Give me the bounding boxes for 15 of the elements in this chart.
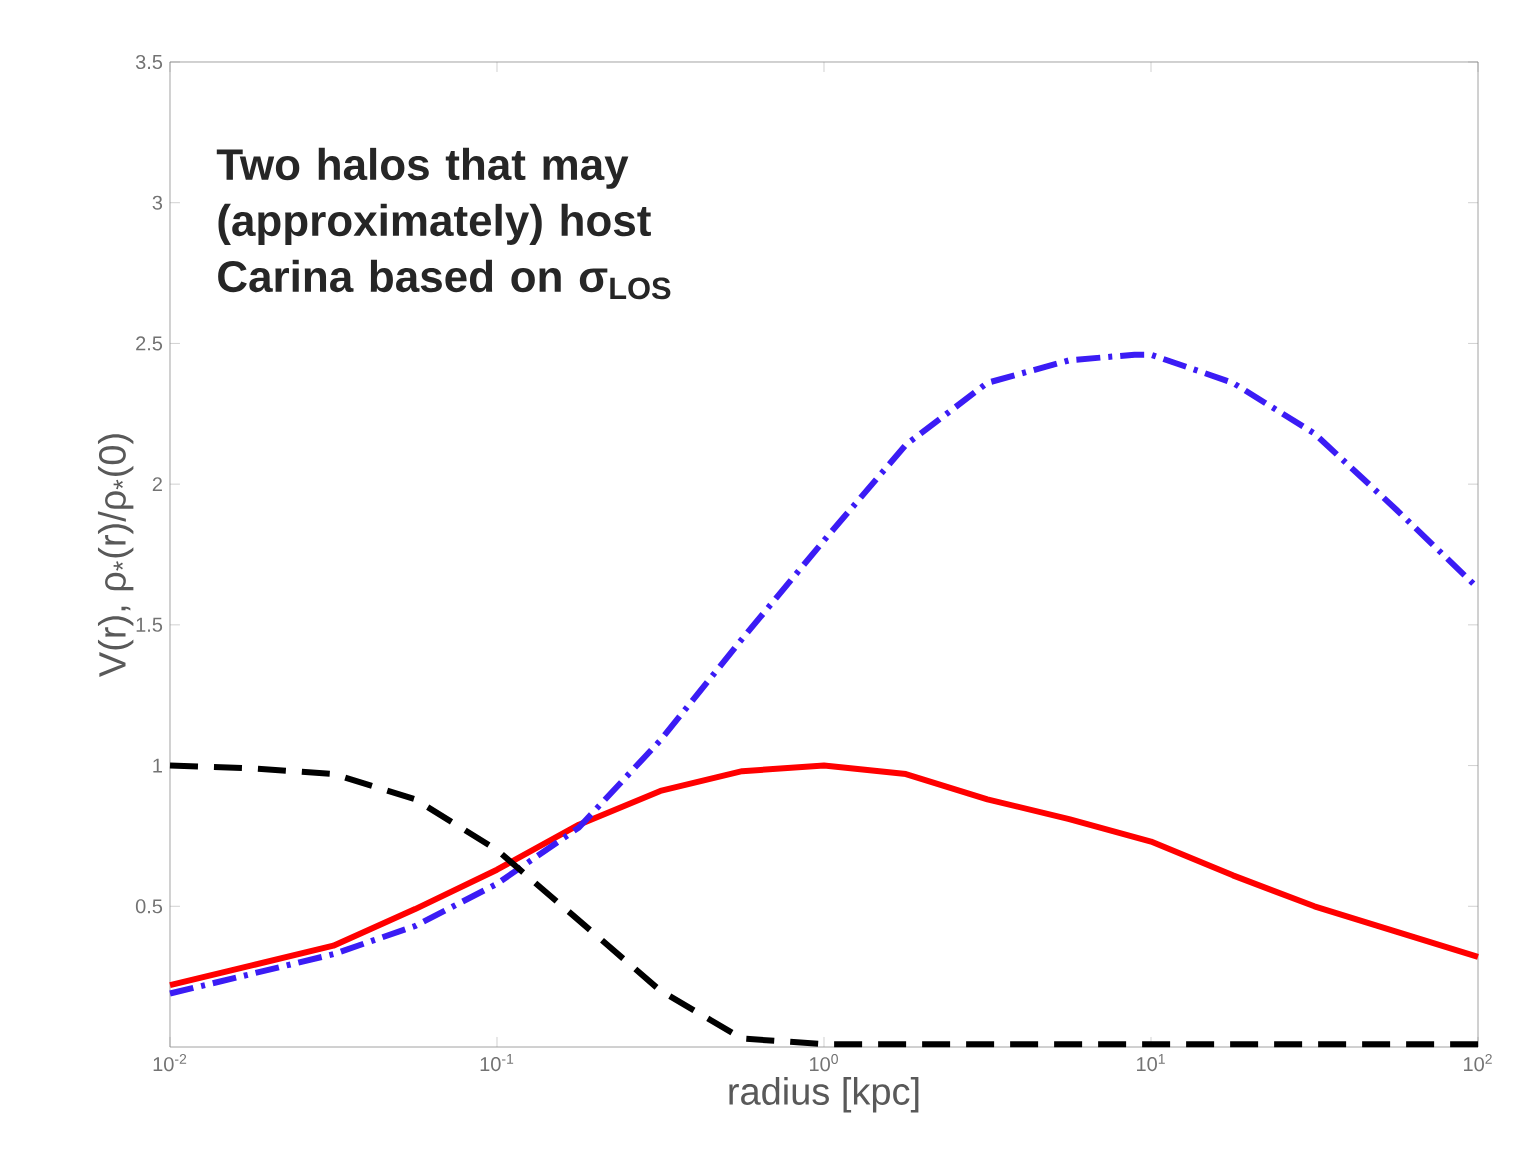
y-tick-label: 0.5 xyxy=(135,899,163,914)
y-tick-label: 2.5 xyxy=(136,336,163,351)
x-tick-label: 10$^{2}$ xyxy=(1464,1054,1492,1072)
x-axis-title: radius [kpc] xyxy=(729,1077,919,1113)
y-tick-label: 3 xyxy=(152,195,163,210)
x-tick-label: 10$^{0}$ xyxy=(810,1054,838,1072)
x-tick-label: 10$^{-1}$ xyxy=(480,1054,514,1072)
annotation: Two halos that may (approximately) host Carina based on σ$_{LOS}$ xyxy=(216,147,671,300)
y-tick-label: 3.5 xyxy=(135,54,163,70)
y-tick-label: 1 xyxy=(153,758,162,773)
x-tick-label: 10$^{1}$ xyxy=(1137,1054,1165,1072)
x-tick-label: 10$^{-2}$ xyxy=(153,1054,187,1072)
y-axis-title: V(r), ρ$_{*}$(r)/ρ$_{*}$(0) xyxy=(97,434,134,677)
y-tick-label: 1.5 xyxy=(136,617,163,632)
y-tick-label: 2 xyxy=(152,477,162,492)
